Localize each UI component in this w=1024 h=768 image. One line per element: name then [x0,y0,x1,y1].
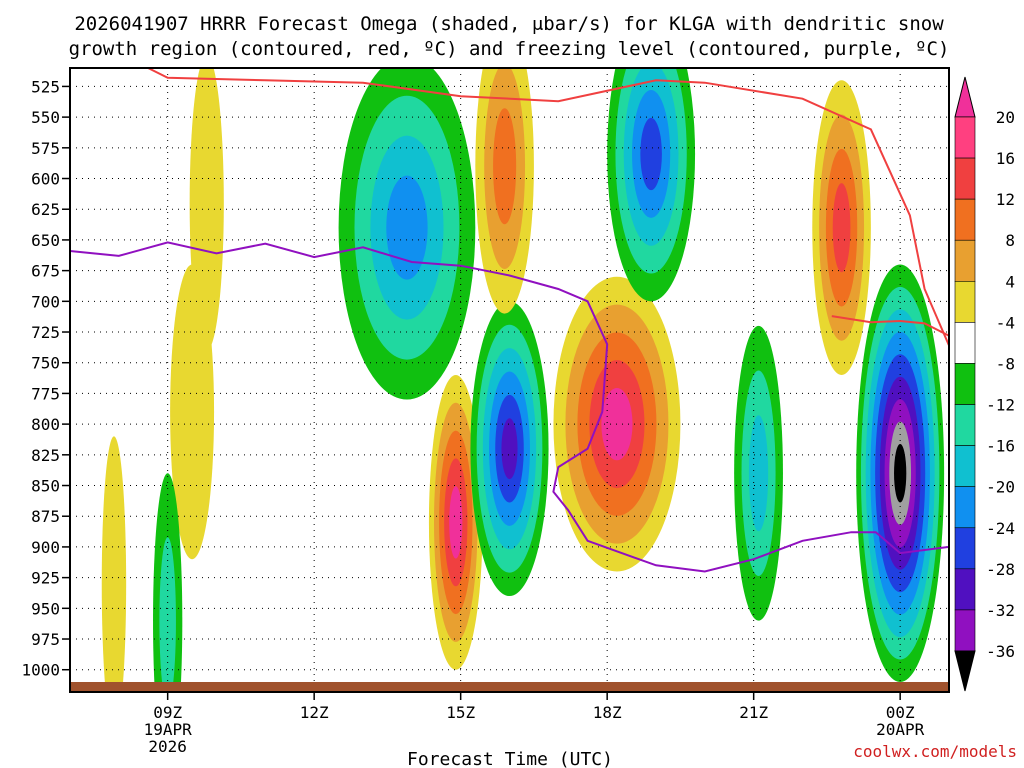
colorbar-bottom-arrow [954,650,976,692]
omega-band-12 [493,108,517,225]
colorbar-swatch--20 [954,486,976,529]
terrain-ground [70,682,949,692]
y-tick-label-1000: 1000 [21,661,60,680]
credit-text: coolwx.com/models [853,742,1017,761]
x-tick-label-12Z: 12Z [300,703,329,722]
contour-lines [70,68,949,573]
omega-region-col-19z-negative [607,68,696,302]
colorbar-label--8: -8 [996,354,1015,373]
colorbar-swatch--8 [954,363,976,405]
y-tick-label-975: 975 [31,630,60,649]
colorbar-label--28: -28 [986,560,1015,579]
chart-title-line2: growth region (contoured, red, ºC) and f… [69,38,950,60]
omega-region-col-09z-negative [153,473,183,682]
y-tick-label-950: 950 [31,599,60,618]
omega-band-4 [170,264,215,560]
omega-region-col-16z-negative [470,301,549,597]
omega-band--20 [640,117,662,191]
colorbar-swatch--16 [954,445,976,487]
y-tick-label-725: 725 [31,323,60,342]
colorbar-label--24: -24 [986,519,1015,538]
y-tick-label-675: 675 [31,262,60,281]
omega-band-16 [832,183,851,273]
y-tick-label-525: 525 [31,77,60,96]
x-tick-label-21Z: 21Z [739,703,768,722]
y-tick-label-800: 800 [31,415,60,434]
y-tick-label-550: 550 [31,108,60,127]
y-tick-label-575: 575 [31,139,60,158]
omega-band--12 [748,415,769,532]
y-tick-label-700: 700 [31,292,60,311]
colorbar-label-4: 4 [1005,272,1015,291]
colorbar-label-16: 16 [996,149,1015,168]
freezing-level-line [70,241,949,573]
y-tick-label-750: 750 [31,354,60,373]
y-tick-label-900: 900 [31,538,60,557]
colorbar-label-8: 8 [1005,231,1015,250]
colorbar-label--20: -20 [986,478,1015,497]
omega-region-col-15z-positive [428,375,483,670]
grid [70,68,949,682]
omega-band-4 [101,436,127,682]
y-tick-label-600: 600 [31,170,60,189]
omega-band--8 [159,537,176,682]
y-tick-label-625: 625 [31,200,60,219]
x-tick-year-09Z: 2026 [148,737,187,756]
colorbar-label--36: -36 [986,642,1015,661]
omega-region-col-10z-positive [170,264,215,560]
colorbar-label-12: 12 [996,190,1015,209]
omega-region-col-15z-top-positive [475,68,534,314]
omega-band--16 [386,175,428,280]
x-tick-label-18Z: 18Z [593,703,622,722]
colorbar-label--32: -32 [986,601,1015,620]
x-tick-sublabel-00Z: 20APR [876,720,925,739]
y-tick-label-775: 775 [31,384,60,403]
omega-region-col-21z-negative [734,325,783,621]
colorbar-swatch-20 [954,116,976,159]
colorbar-swatch--32 [954,609,976,652]
colorbar-label--12: -12 [986,396,1015,415]
x-tick-label-09Z: 09Z [153,703,182,722]
colorbar: 20 16 12 8 4 -4 -8 -12 -16 -20 -24 -28 -32 -36 [954,76,1015,692]
dgz-contour-bottom-line [831,315,949,337]
y-tick-label-925: 925 [31,569,60,588]
colorbar-label--4: -4 [996,313,1015,332]
y-tick-label-825: 825 [31,446,60,465]
chart-title-line1: 2026041907 HRRR Forecast Omega (shaded, … [74,13,944,35]
colorbar-swatch--12 [954,404,976,446]
x-tick-sublabel-09Z: 19APR [144,720,193,739]
omega-band--24 [501,418,518,480]
y-tick-label-650: 650 [31,231,60,250]
omega-band-20 [449,486,463,559]
colorbar-swatch--24 [954,527,976,570]
colorbar-swatch-16 [954,157,976,200]
colorbar-swatch--28 [954,568,976,611]
colorbar-label--16: -16 [986,437,1015,456]
x-axis-label: Forecast Time (UTC) [407,749,613,768]
x-tick-label-15Z: 15Z [446,703,475,722]
colorbar-swatch-12 [954,198,976,241]
plot-frame [69,67,950,693]
y-tick-label-875: 875 [31,507,60,526]
colorbar-top-arrow [954,76,976,118]
omega-region-col-13z-negative [338,68,476,400]
omega-region-col-0830z-positive [101,436,127,682]
dgz-contour-top-line [147,68,949,346]
colorbar-swatch-4 [954,281,976,323]
plot-area [70,68,949,682]
omega-shading [101,68,945,682]
omega-band--36 [894,444,907,503]
colorbar-swatch--4 [954,322,976,364]
x-tick-label-00Z: 00Z [886,703,915,722]
colorbar-label-20: 20 [996,108,1015,127]
y-tick-label-850: 850 [31,477,60,496]
y-axis: 525 550 575 600 625 650 675 700 725 750 775 800 825 8… [21,77,70,680]
colorbar-swatch-8 [954,239,976,282]
